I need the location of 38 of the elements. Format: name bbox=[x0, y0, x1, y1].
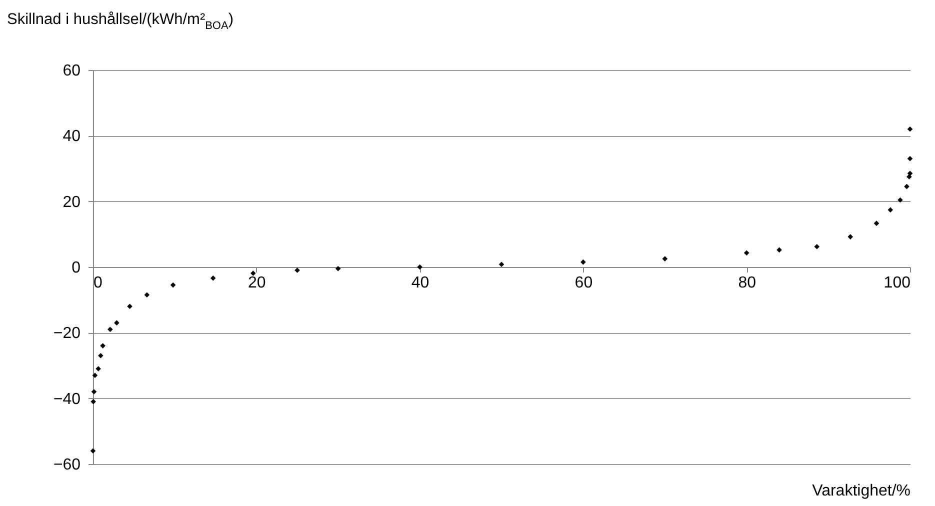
point bbox=[96, 366, 101, 372]
y-tick-label: 40 bbox=[62, 128, 81, 146]
point bbox=[848, 234, 854, 240]
x-tick-label: 20 bbox=[248, 274, 266, 292]
point bbox=[814, 244, 820, 250]
point bbox=[335, 266, 341, 272]
point bbox=[92, 372, 98, 378]
point bbox=[580, 259, 586, 265]
point bbox=[98, 353, 104, 358]
point bbox=[888, 207, 894, 213]
y-tick-label: −60 bbox=[53, 456, 81, 474]
point bbox=[498, 262, 504, 268]
point bbox=[744, 250, 750, 256]
y-tick-label: −40 bbox=[53, 390, 81, 408]
point bbox=[127, 304, 132, 310]
x-axis-title: Varaktighet/% bbox=[812, 482, 910, 500]
x-tick-label: 60 bbox=[574, 274, 593, 292]
point bbox=[250, 270, 256, 276]
y-tick-label: 20 bbox=[62, 194, 81, 211]
point bbox=[100, 343, 106, 348]
point bbox=[90, 398, 96, 404]
x-tick-label: 100 bbox=[884, 274, 911, 292]
point bbox=[170, 282, 176, 288]
y-tick-label: 60 bbox=[62, 62, 81, 80]
point bbox=[294, 268, 300, 273]
point bbox=[108, 326, 113, 332]
y-tick-label: 0 bbox=[72, 260, 81, 276]
y-tick-label: −20 bbox=[53, 325, 81, 342]
point bbox=[210, 276, 216, 281]
x-tick-label: 0 bbox=[94, 274, 102, 292]
point bbox=[114, 320, 120, 326]
x-tick-label: 40 bbox=[411, 274, 430, 292]
x-tick-label: 80 bbox=[738, 274, 756, 292]
point bbox=[144, 292, 150, 298]
point bbox=[90, 448, 96, 454]
point bbox=[776, 247, 782, 253]
point bbox=[907, 126, 913, 132]
point bbox=[662, 256, 668, 262]
